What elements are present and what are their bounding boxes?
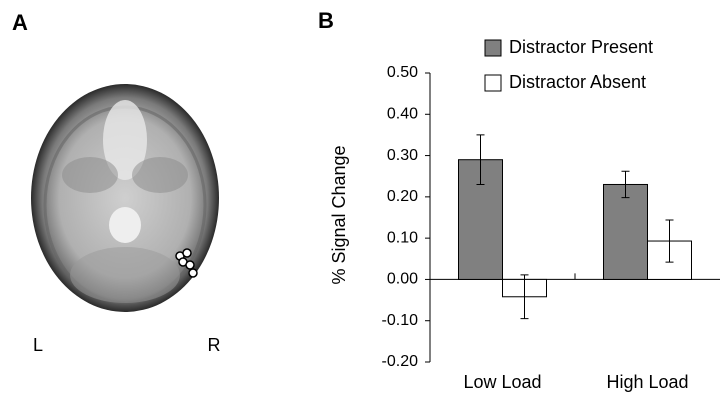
legend-label: Distractor Present bbox=[509, 37, 653, 57]
legend-label: Distractor Absent bbox=[509, 72, 646, 92]
bar bbox=[604, 184, 648, 279]
y-tick-label: 0.10 bbox=[387, 229, 418, 246]
left-label: L bbox=[33, 335, 43, 355]
figure: A L R B % Signal Change -0.20 -0.10 0.00 0.… bbox=[0, 0, 723, 398]
panel-label: B bbox=[318, 8, 334, 33]
y-tick-label: 0.30 bbox=[387, 147, 418, 164]
y-axis-label: % Signal Change bbox=[329, 145, 349, 284]
right-label: R bbox=[208, 335, 221, 355]
y-tick-label: 0.40 bbox=[387, 106, 418, 123]
x-tick-label: High Load bbox=[606, 372, 688, 392]
legend-swatch bbox=[485, 40, 501, 56]
brain-image bbox=[31, 84, 219, 312]
legend-swatch bbox=[485, 75, 501, 91]
x-tick-label: Low Load bbox=[463, 372, 541, 392]
y-tick-label: 0.20 bbox=[387, 188, 418, 205]
y-tick-label: -0.10 bbox=[382, 312, 419, 329]
y-tick-label: 0.00 bbox=[387, 271, 418, 288]
panel-label: A bbox=[12, 10, 28, 35]
y-tick-label: -0.20 bbox=[382, 353, 419, 370]
y-tick-label: 0.50 bbox=[387, 64, 418, 81]
